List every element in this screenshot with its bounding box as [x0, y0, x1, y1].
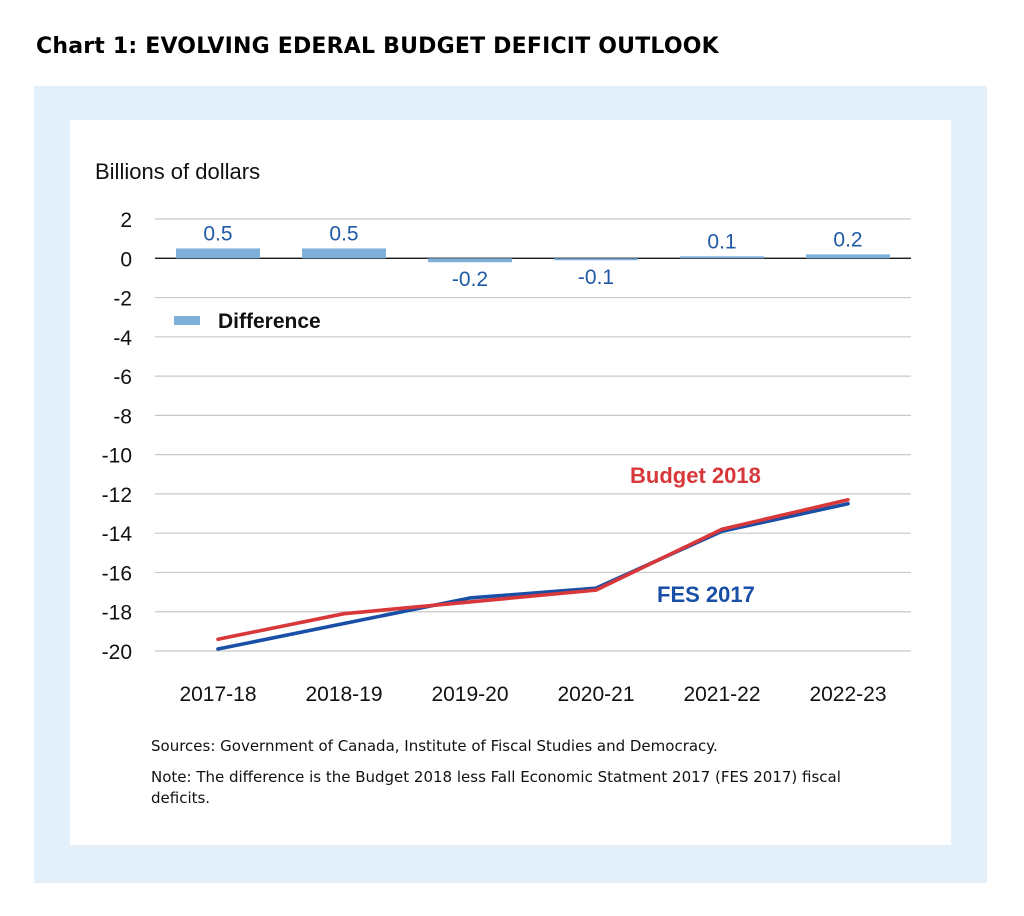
series-lines: [216, 497, 850, 651]
x-tick-label: 2017-18: [179, 683, 256, 706]
y-tick-label: -6: [113, 366, 132, 389]
sources-note: Sources: Government of Canada, Institute…: [151, 737, 718, 755]
gridlines: [155, 218, 911, 652]
y-axis-label: Billions of dollars: [95, 159, 260, 184]
chart-panel: [70, 120, 951, 845]
y-tick-label: -20: [102, 641, 132, 664]
series-label-budget-2018: Budget 2018: [630, 463, 761, 488]
difference-bar: [428, 258, 512, 263]
bar-data-label: -0.2: [452, 268, 488, 291]
x-tick-label: 2021-22: [683, 683, 760, 706]
difference-bar: [806, 254, 890, 259]
legend-label-difference: Difference: [218, 310, 321, 333]
legend-swatch-difference: [174, 316, 200, 325]
x-tick-label: 2020-21: [557, 683, 634, 706]
y-tick-label: 0: [120, 248, 132, 271]
y-tick-label: -10: [102, 445, 132, 468]
line-budget-2018: [216, 497, 850, 642]
difference-bar: [176, 248, 260, 259]
x-tick-label: 2018-19: [305, 683, 382, 706]
difference-bar: [680, 256, 764, 259]
bar-data-label: 0.2: [833, 228, 862, 251]
x-ticks: 2017-18 2018-19 2019-20 2020-21 2021-22 2022-…: [179, 683, 886, 706]
difference-note: Note: The difference is the Budget 2018 …: [151, 768, 841, 807]
y-tick-label: -2: [113, 288, 132, 311]
bar-data-label: 0.5: [203, 222, 232, 245]
x-tick-label: 2019-20: [431, 683, 508, 706]
y-tick-label: -4: [113, 327, 132, 350]
series-label-fes-2017: FES 2017: [657, 582, 755, 607]
y-tick-label: -8: [113, 405, 132, 428]
y-tick-label: -18: [102, 602, 132, 625]
legend: Difference: [174, 310, 321, 333]
line-fes-2017: [216, 501, 850, 651]
difference-bar: [302, 248, 386, 259]
y-tick-label: -16: [102, 562, 132, 585]
difference-bars: 0.5 0.5 -0.2 -0.1 0.1 0.2: [176, 222, 890, 291]
bar-data-label: 0.1: [707, 230, 736, 253]
y-tick-label: 2: [120, 209, 132, 232]
difference-bar: [554, 258, 638, 261]
y-ticks: 2 0 -2 -4 -6 -8 -10 -12 -14 -16 -18 -20: [102, 209, 133, 664]
chart-heading: Chart 1: EVOLVING EDERAL BUDGET DEFICIT …: [36, 34, 719, 59]
y-tick-label: -12: [102, 484, 132, 507]
x-tick-label: 2022-23: [809, 683, 886, 706]
y-tick-label: -14: [102, 523, 133, 546]
bar-data-label: -0.1: [578, 266, 614, 289]
bar-data-label: 0.5: [329, 222, 358, 245]
